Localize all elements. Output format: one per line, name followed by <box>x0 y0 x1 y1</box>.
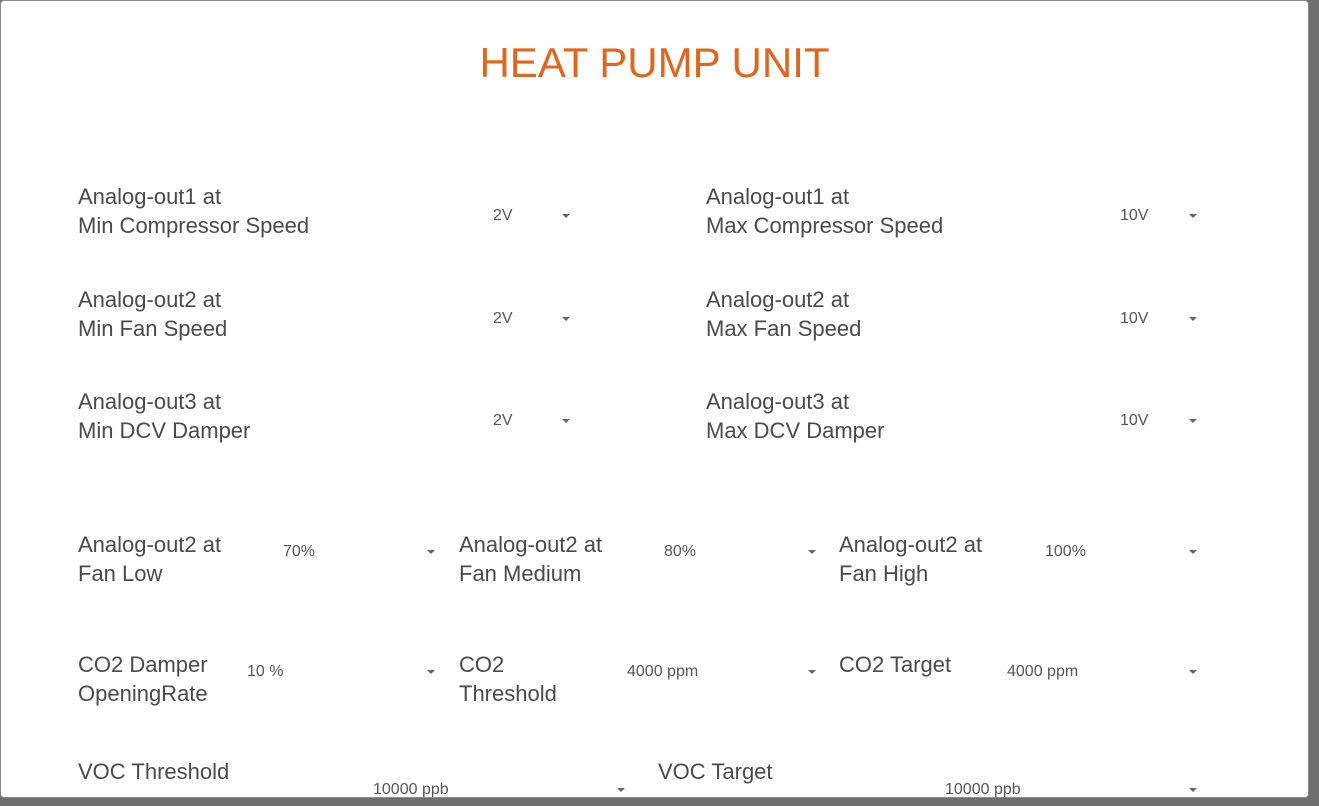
dropdown-value[interactable]: 10V <box>1120 207 1149 224</box>
field-label: VOC Threshold <box>78 759 230 784</box>
field-label: Analog-out2 at <box>78 532 222 557</box>
dropdown-arrow[interactable] <box>562 317 570 321</box>
dropdown-value[interactable]: 4000 ppm <box>627 663 699 680</box>
dropdown-value[interactable]: 10V <box>1120 412 1149 429</box>
dropdown-value[interactable]: 2V <box>493 310 513 327</box>
field-label: OpeningRate <box>78 681 208 706</box>
dropdown-value[interactable]: 80% <box>664 543 697 560</box>
dropdown-arrow[interactable] <box>562 419 570 423</box>
dropdown-arrow[interactable] <box>617 788 625 792</box>
field-label: Analog-out1 at <box>706 184 850 209</box>
field-label: Min Fan Speed <box>78 316 228 341</box>
dropdown-value[interactable]: 100% <box>1045 543 1086 560</box>
dropdown-arrow[interactable] <box>427 670 435 674</box>
field-label: Analog-out3 at <box>706 389 850 414</box>
field-label: Fan Low <box>78 561 163 586</box>
dropdown-arrow[interactable] <box>1189 419 1197 423</box>
field-label: Max Compressor Speed <box>706 213 944 238</box>
dropdown-value[interactable]: 4000 ppm <box>1007 663 1079 680</box>
dropdown-arrow[interactable] <box>1189 317 1197 321</box>
dropdown-value[interactable]: 2V <box>493 412 513 429</box>
dropdown-value[interactable]: 10000 ppb <box>945 781 1021 798</box>
field-label: Threshold <box>459 681 557 706</box>
dropdown-arrow[interactable] <box>1189 550 1197 554</box>
dropdown-arrow[interactable] <box>808 550 816 554</box>
field-label: Analog-out2 at <box>78 287 222 312</box>
dropdown-value[interactable]: 10000 ppb <box>373 781 449 798</box>
dropdown-value[interactable]: 70% <box>283 543 316 560</box>
field-label: Max Fan Speed <box>706 316 862 341</box>
dropdown-arrow[interactable] <box>1189 670 1197 674</box>
field-label: Fan Medium <box>459 561 582 586</box>
field-label: Min Compressor Speed <box>78 213 310 238</box>
dropdown-value[interactable]: 2V <box>493 207 513 224</box>
dropdown-arrow[interactable] <box>808 670 816 674</box>
dropdown-arrow[interactable] <box>1189 788 1197 792</box>
dropdown-value[interactable]: 10V <box>1120 310 1149 327</box>
field-label: Analog-out3 at <box>78 389 222 414</box>
field-label: VOC Target <box>658 759 773 784</box>
field-label: Min DCV Damper <box>78 418 251 443</box>
field-label: Analog-out2 at <box>839 532 983 557</box>
dropdown-arrow[interactable] <box>562 214 570 218</box>
dialog-title: HEAT PUMP UNIT <box>479 39 830 86</box>
field-label: Analog-out1 at <box>78 184 222 209</box>
dropdown-value[interactable]: 10 % <box>247 663 284 680</box>
field-label: Analog-out2 at <box>459 532 603 557</box>
field-label: Analog-out2 at <box>706 287 850 312</box>
dropdown-arrow[interactable] <box>427 550 435 554</box>
field-label: Max DCV Damper <box>706 418 885 443</box>
field-label: CO2 <box>459 652 505 677</box>
field-label: CO2 Damper <box>78 652 208 677</box>
dropdown-arrow[interactable] <box>1189 214 1197 218</box>
field-label: CO2 Target <box>839 652 952 677</box>
field-label: Fan High <box>839 561 929 586</box>
